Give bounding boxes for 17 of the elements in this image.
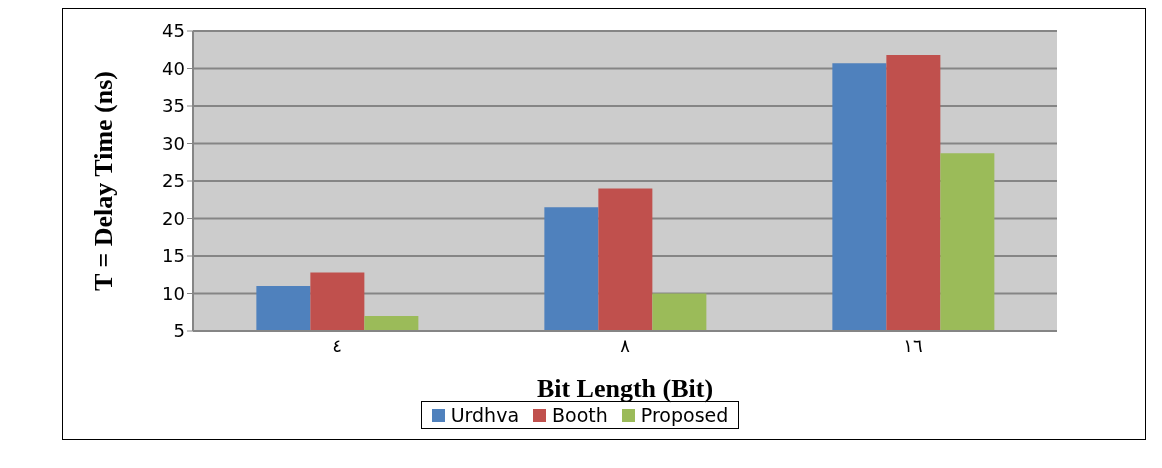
x-axis-title: Bit Length (Bit) [536,374,714,403]
x-tick-label: ١٦ [903,334,923,356]
y-tick-label: 15 [162,245,185,267]
y-tick-label: 45 [162,20,185,42]
legend-label: Urdhva [450,404,520,426]
x-tick-label: ٤ [332,334,342,356]
y-tick-label: 40 [162,57,185,79]
y-tick-label: 5 [173,320,185,342]
legend-label: Proposed [640,404,729,426]
y-tick-label: 20 [162,207,185,229]
y-tick-label: 35 [162,95,185,117]
legend-label: Booth [552,404,608,426]
x-tick-label: ٨ [620,334,631,356]
y-tick-label: 25 [162,170,185,192]
y-axis-title: T = Delay Time (ns) [89,71,119,291]
y-tick-label: 10 [162,282,185,304]
y-tick-label: 30 [162,132,185,154]
